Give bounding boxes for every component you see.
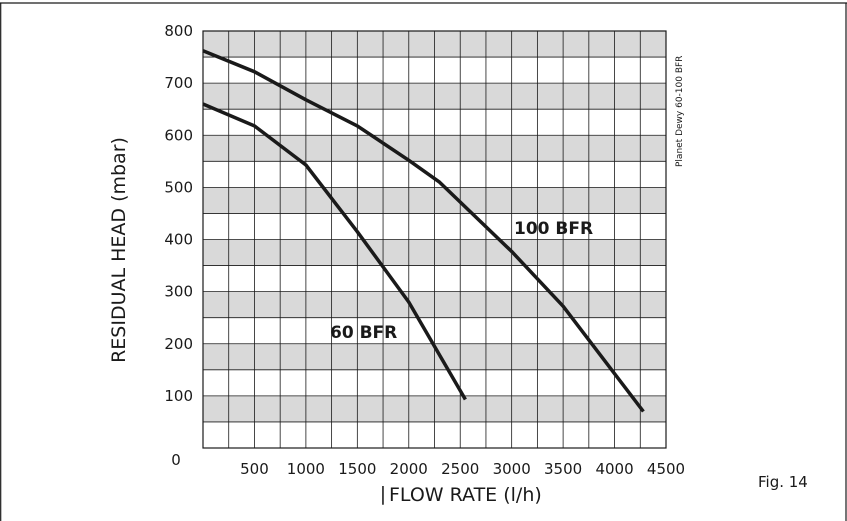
plot-border [202,30,667,449]
side-note: Planet Dewy 60-100 BFR [675,56,685,167]
x-tick-label: 3000 [493,460,531,478]
series-label-60-bfr: 60 BFR [330,323,397,343]
y-tick-labels: 100 200 300 400 500 600 700 800 [164,22,193,405]
x-tick-label: 500 [240,460,269,478]
y-tick-label: 500 [164,178,193,196]
x-axis-tick-mark: | [380,483,386,505]
series-line-60-bfr [202,102,467,401]
y-tick-label: 700 [164,74,193,92]
x-tick-label: 2500 [441,460,479,478]
y-tick-label: 200 [164,335,193,353]
x-tick-label: 2000 [390,460,428,478]
series-label-100-bfr: 100 BFR [514,219,593,239]
x-tick-label: 1000 [287,460,325,478]
y-axis-title: RESIDUAL HEAD (mbar) [108,137,130,363]
y-tick-label: 800 [164,22,193,40]
x-tick-label: 1500 [338,460,376,478]
y-tick-label: 400 [164,231,193,249]
x-tick-label: 4500 [647,460,685,478]
series-lines [202,49,645,413]
series-line-100-bfr [202,49,645,413]
x-axis-title: FLOW RATE (l/h) [389,484,542,506]
y-tick-label: 300 [164,283,193,301]
x-tick-label: 0 [171,451,181,469]
x-tick-label: 3500 [544,460,582,478]
x-tick-label: 4000 [595,460,633,478]
y-tick-label: 600 [164,126,193,144]
x-tick-labels: 0 500 1000 1500 2000 2500 3000 3500 4000 4500 [171,451,685,478]
y-tick-label: 100 [164,387,193,405]
figure-label: Fig. 14 [758,473,808,491]
